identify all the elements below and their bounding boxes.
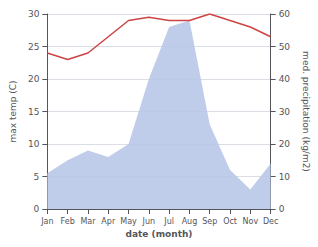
svg-text:Jun: Jun: [142, 217, 156, 226]
svg-text:max temp (C): max temp (C): [8, 80, 18, 142]
svg-text:50: 50: [279, 42, 291, 52]
svg-text:30: 30: [28, 9, 40, 19]
svg-text:20: 20: [28, 74, 40, 84]
svg-text:Oct: Oct: [223, 217, 237, 226]
svg-text:0: 0: [279, 204, 285, 214]
svg-text:30: 30: [279, 107, 291, 117]
svg-text:Jul: Jul: [163, 217, 174, 226]
svg-text:date (month): date (month): [126, 229, 193, 239]
svg-text:Feb: Feb: [61, 217, 75, 226]
svg-text:Dec: Dec: [263, 217, 278, 226]
svg-text:0: 0: [34, 204, 40, 214]
svg-text:20: 20: [279, 139, 291, 149]
svg-text:May: May: [120, 217, 137, 226]
svg-text:25: 25: [28, 42, 39, 52]
svg-text:Aug: Aug: [182, 217, 198, 226]
svg-text:Sep: Sep: [202, 217, 217, 226]
svg-text:Jan: Jan: [40, 217, 53, 226]
svg-text:Apr: Apr: [101, 217, 116, 226]
svg-text:10: 10: [28, 139, 40, 149]
svg-text:Nov: Nov: [243, 217, 259, 226]
svg-text:40: 40: [279, 74, 291, 84]
svg-text:15: 15: [28, 107, 39, 117]
svg-text:5: 5: [34, 172, 40, 182]
svg-text:10: 10: [279, 172, 291, 182]
svg-text:60: 60: [279, 9, 291, 19]
svg-text:med. precipitation (kg/m2): med. precipitation (kg/m2): [301, 51, 311, 172]
svg-text:Mar: Mar: [80, 217, 96, 226]
